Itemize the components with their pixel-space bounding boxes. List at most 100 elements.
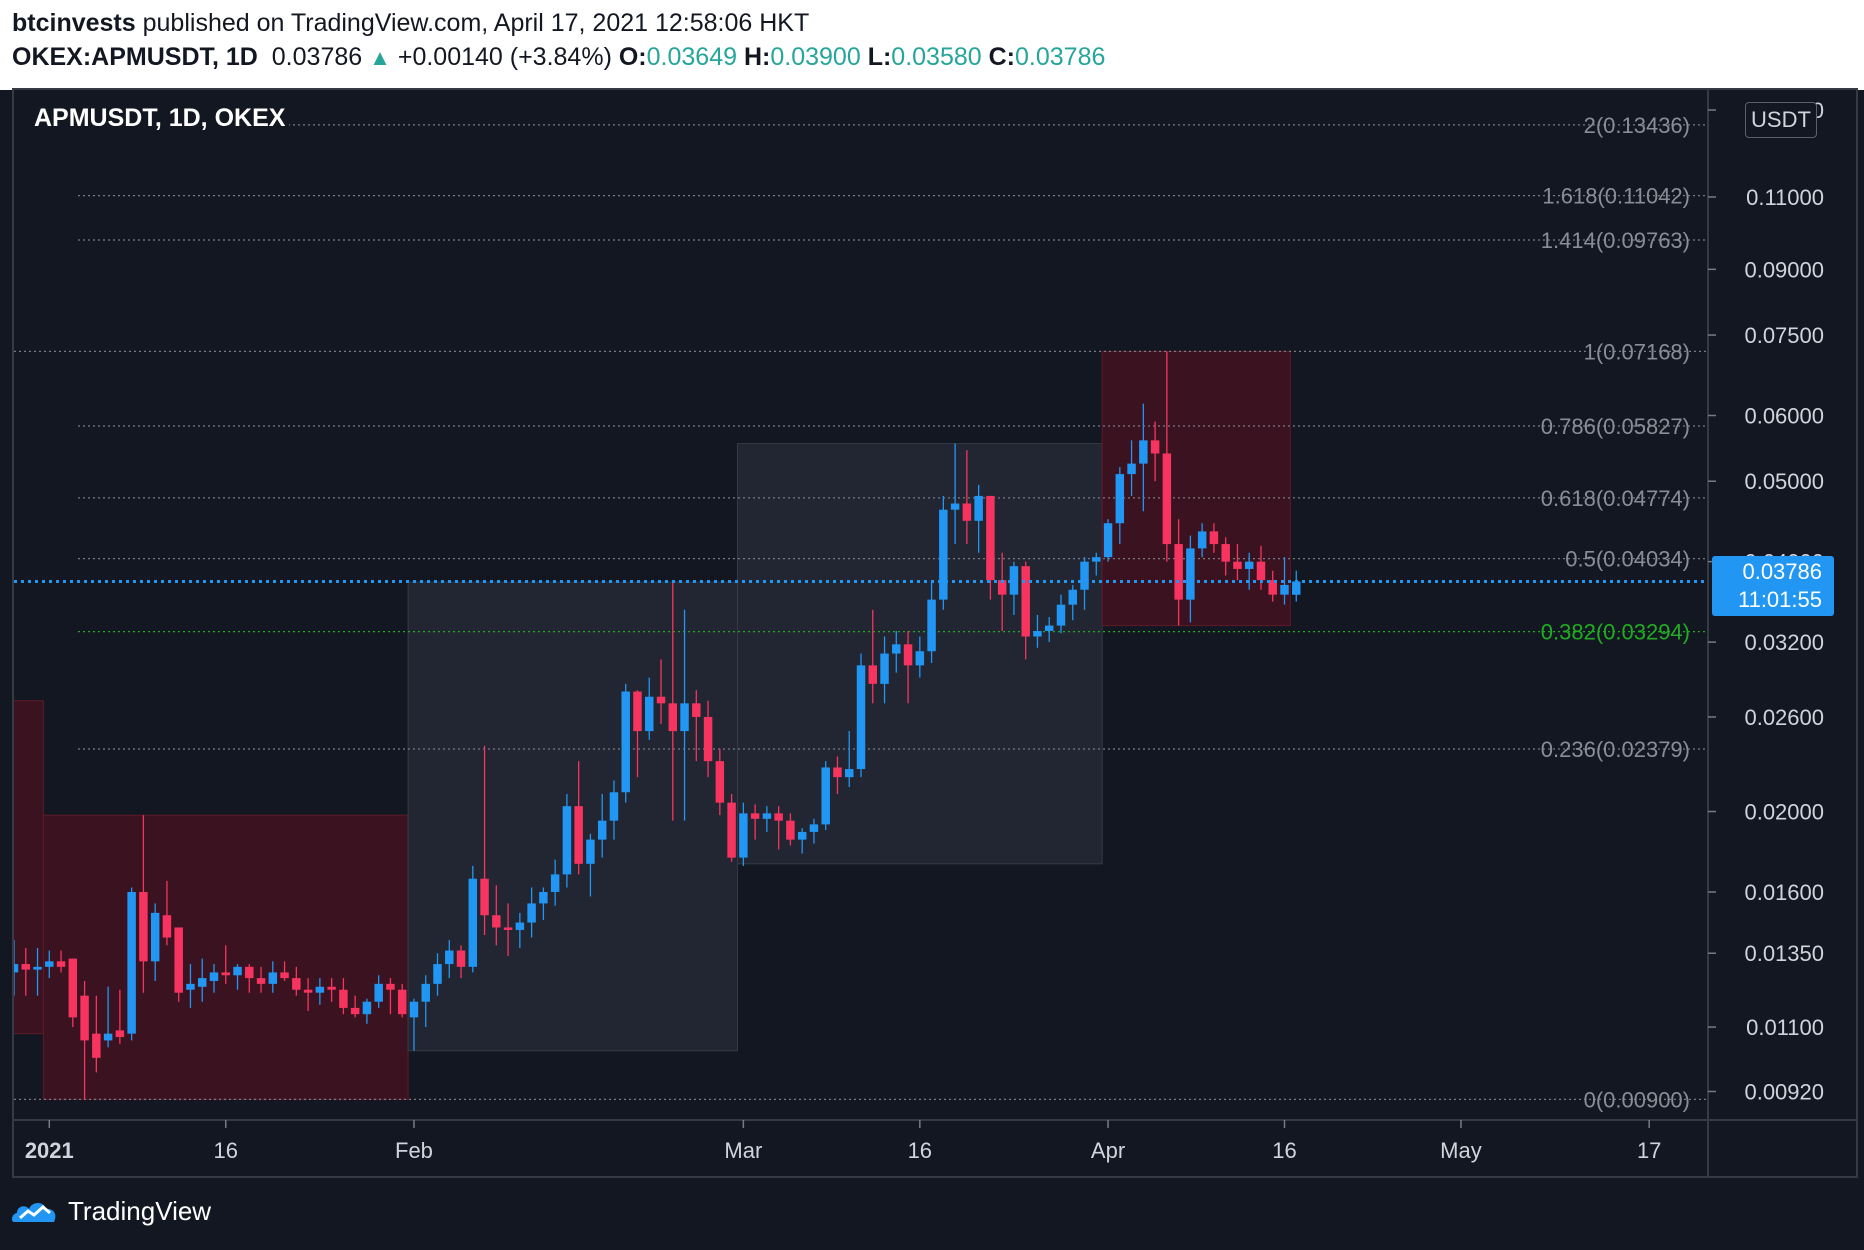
candle: [1068, 584, 1077, 621]
candle-body: [727, 802, 736, 858]
candle-body: [1162, 453, 1172, 545]
footer-brand[interactable]: TradingView: [68, 1196, 212, 1226]
y-tick-label: 0.01350: [1744, 941, 1824, 966]
candle: [1174, 519, 1183, 626]
candle-body: [515, 922, 525, 930]
candle-body: [327, 986, 336, 990]
candle-body: [268, 972, 278, 984]
fib-label: 1.414(0.09763): [1541, 228, 1690, 253]
candle: [715, 748, 725, 816]
candle-body: [821, 767, 830, 825]
candle: [45, 950, 54, 979]
candle: [515, 912, 525, 948]
candle-body: [880, 653, 889, 684]
candle: [868, 609, 877, 704]
candle: [586, 833, 595, 897]
fib-label: 0.5(0.04034): [1565, 547, 1690, 572]
candle: [127, 887, 136, 1041]
publish-header: btcinvests published on TradingView.com,…: [0, 0, 1864, 90]
candle: [856, 653, 866, 778]
candle-body: [503, 927, 513, 930]
candle-body: [303, 989, 313, 993]
x-tick-label: 16: [214, 1138, 238, 1163]
candle-body: [1033, 631, 1042, 637]
candle: [1197, 523, 1207, 558]
candle: [14, 940, 19, 996]
x-tick-label: 17: [1637, 1138, 1661, 1163]
candle-body: [786, 820, 795, 840]
candle-body: [197, 978, 207, 987]
candle: [1080, 557, 1089, 610]
candle: [280, 961, 289, 981]
close-value: 0.03786: [1015, 43, 1106, 71]
candle-body: [350, 1007, 360, 1015]
candle: [962, 450, 972, 545]
candle: [397, 983, 407, 1018]
candle-body: [680, 703, 689, 732]
candle: [727, 793, 736, 862]
candle-body: [962, 503, 972, 521]
candle: [150, 903, 160, 981]
candle: [315, 978, 325, 1005]
chart-frame: [12, 88, 1858, 1178]
candle-body: [162, 915, 172, 938]
currency-unit-button[interactable]: USDT: [1745, 102, 1817, 138]
candle-body: [1150, 440, 1160, 454]
candle-body: [56, 961, 66, 967]
candle-body: [127, 891, 136, 1034]
candle-body: [621, 691, 630, 793]
candle: [833, 756, 842, 794]
candle-body: [92, 1033, 101, 1058]
author-name[interactable]: btcinvests: [12, 9, 136, 37]
fib-label: 0.236(0.02379): [1541, 737, 1690, 762]
up-arrow-icon: ▲: [369, 45, 391, 70]
candle-body: [762, 813, 772, 819]
y-tick-label: 0.05000: [1744, 469, 1824, 494]
candle-body: [1127, 463, 1136, 475]
low-value: 0.03580: [891, 43, 982, 71]
x-tick-label: 16: [1272, 1138, 1296, 1163]
fib-label: 0.618(0.04774): [1541, 486, 1690, 511]
candle: [950, 443, 960, 545]
candle-body: [856, 665, 866, 770]
candle: [668, 580, 678, 821]
symbol-label: OKEX:APMUSDT, 1D: [12, 43, 258, 71]
candle: [433, 953, 442, 996]
candle-body: [809, 824, 819, 832]
candle-body: [915, 651, 925, 666]
candle-body: [103, 1033, 113, 1041]
zone-box-gray: [407, 581, 738, 1052]
candle-body: [703, 716, 713, 762]
candle: [456, 945, 466, 979]
candle-body: [339, 989, 348, 1008]
candle: [1162, 351, 1172, 562]
candle-body: [45, 961, 54, 967]
candle: [997, 552, 1007, 632]
candle-body: [280, 972, 289, 979]
chart-title: APMUSDT, 1D, OKEX: [30, 104, 290, 133]
candle-body: [586, 839, 595, 864]
candle: [80, 980, 89, 1100]
candle: [927, 580, 936, 663]
candle-body: [562, 806, 572, 875]
candle: [1186, 535, 1195, 623]
candle: [374, 975, 383, 1008]
candle: [197, 958, 207, 1002]
candle: [845, 731, 854, 788]
candle: [1139, 403, 1148, 512]
candle-body: [139, 891, 148, 962]
candle-body: [174, 927, 183, 993]
candle: [550, 859, 560, 906]
candle-body: [14, 964, 19, 973]
candle-body: [609, 792, 619, 821]
candle-body: [597, 820, 607, 840]
candle: [986, 495, 995, 600]
close-label: C:: [988, 43, 1016, 71]
candle-body: [480, 878, 489, 916]
candle: [939, 495, 948, 610]
candle: [1092, 552, 1101, 576]
candle-body: [645, 696, 654, 732]
candle-body: [186, 983, 195, 990]
candle: [445, 940, 454, 979]
